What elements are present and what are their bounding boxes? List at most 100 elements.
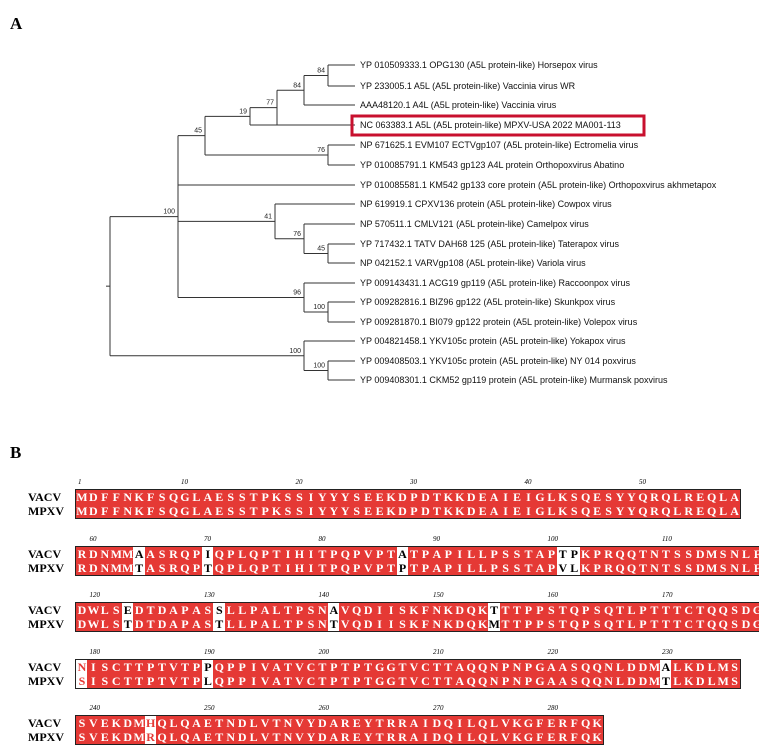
residue: T [511, 617, 523, 631]
residue: T [339, 660, 352, 674]
ruler-tick: 80 [318, 535, 326, 543]
residue: A [556, 674, 569, 688]
residue: A [396, 547, 409, 561]
residue: Q [614, 561, 626, 575]
residue: F [144, 490, 157, 504]
residue: D [694, 561, 707, 575]
residue: Q [350, 603, 363, 617]
residue: P [190, 674, 203, 688]
residue: D [453, 603, 466, 617]
residue: P [224, 674, 237, 688]
residue: T [522, 547, 535, 561]
residue: S [591, 617, 604, 631]
residue: S [293, 490, 306, 504]
residue: P [522, 660, 535, 674]
residue: S [76, 674, 88, 688]
residue: M [648, 674, 661, 688]
residue: I [373, 603, 386, 617]
residue: P [224, 547, 237, 561]
residue: H [293, 561, 306, 575]
residue: T [339, 674, 352, 688]
seq2-name: MPXV [28, 617, 64, 631]
residue: E [362, 490, 375, 504]
residue: P [144, 674, 157, 688]
residue: D [236, 716, 249, 730]
taxon-label: NP 619919.1 CPXV136 protein (A5L protein… [360, 199, 612, 209]
residue: S [156, 504, 168, 518]
residue: A [259, 603, 272, 617]
residue: T [648, 603, 661, 617]
residue: A [556, 660, 569, 674]
residue: G [522, 716, 535, 730]
residue: P [144, 660, 157, 674]
residue: E [213, 490, 226, 504]
residue: N [602, 660, 615, 674]
residue: L [247, 730, 260, 744]
residue: D [156, 617, 168, 631]
residue: K [453, 504, 466, 518]
residue: F [110, 490, 123, 504]
residue: T [121, 660, 134, 674]
residue: T [408, 561, 420, 575]
residue: Q [705, 603, 718, 617]
residue: L [488, 730, 501, 744]
residue: V [556, 561, 569, 575]
residue: T [659, 547, 672, 561]
residue: H [144, 716, 157, 730]
residue: T [556, 603, 569, 617]
residue: I [305, 490, 317, 504]
residue: D [87, 561, 100, 575]
residue: N [648, 561, 661, 575]
residue: T [327, 617, 340, 631]
residue: F [98, 504, 111, 518]
residue: I [282, 561, 294, 575]
residue: R [339, 716, 352, 730]
residue: Q [179, 716, 191, 730]
residue: G [534, 674, 546, 688]
residue: R [682, 490, 695, 504]
residue: D [465, 490, 478, 504]
residue: E [591, 490, 604, 504]
residue: L [465, 716, 478, 730]
residue: A [488, 504, 501, 518]
residue: D [362, 603, 375, 617]
residue: R [76, 561, 88, 575]
residue: S [602, 490, 615, 504]
residue: E [350, 730, 363, 744]
residue: Q [350, 617, 363, 631]
residue: T [499, 617, 512, 631]
residue: E [213, 504, 226, 518]
residue: S [236, 504, 249, 518]
residue: A [270, 660, 283, 674]
residue: Y [362, 730, 375, 744]
residue: P [236, 660, 249, 674]
residue: D [133, 603, 146, 617]
residue: V [259, 730, 272, 744]
residue: I [305, 504, 317, 518]
residue: N [511, 660, 523, 674]
residue: R [167, 547, 180, 561]
residue: G [179, 504, 191, 518]
residue: L [224, 617, 237, 631]
residue: T [316, 660, 329, 674]
residue: I [87, 660, 100, 674]
residue: T [121, 674, 134, 688]
residue: V [293, 730, 306, 744]
residue: S [568, 674, 581, 688]
residue: F [751, 561, 759, 575]
residue: L [625, 617, 638, 631]
residue: K [408, 603, 420, 617]
residue: A [534, 561, 546, 575]
residue: A [430, 547, 443, 561]
residue: F [98, 490, 111, 504]
residue: A [545, 674, 558, 688]
residue: A [201, 490, 214, 504]
residue: A [190, 603, 203, 617]
residue: P [259, 561, 272, 575]
residue: N [488, 660, 501, 674]
bootstrap-value: 19 [239, 108, 247, 115]
residue: P [327, 547, 340, 561]
residue: P [293, 603, 306, 617]
residue: T [614, 603, 626, 617]
residue: T [671, 617, 684, 631]
